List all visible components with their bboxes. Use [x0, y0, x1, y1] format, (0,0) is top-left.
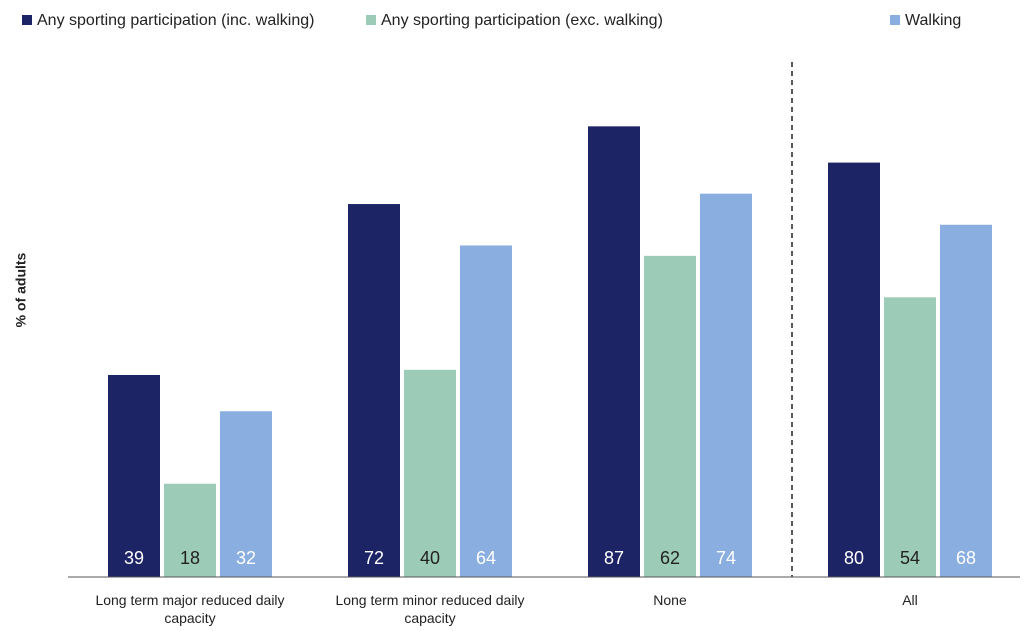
- x-tick-label: Long term major reduced daily capacity: [95, 592, 285, 626]
- data-label: 64: [476, 548, 496, 568]
- bar: [940, 224, 992, 577]
- data-label: 87: [604, 548, 624, 568]
- bar: [404, 369, 456, 577]
- bar: [348, 204, 400, 578]
- legend-label: Walking: [905, 12, 961, 29]
- bar: [884, 297, 936, 577]
- x-tick-label: Long term minor reduced daily capacity: [335, 592, 525, 626]
- bar: [828, 162, 880, 577]
- data-label: 80: [844, 548, 864, 568]
- x-tick-label: All: [902, 592, 918, 608]
- data-label: 39: [124, 548, 144, 568]
- data-label: 18: [180, 548, 200, 568]
- legend-swatch: [366, 15, 376, 25]
- bar: [460, 245, 512, 578]
- bar: [220, 411, 272, 577]
- legend-swatch: [22, 15, 32, 25]
- data-label: 40: [420, 548, 440, 568]
- data-label: 54: [900, 548, 920, 568]
- legend-label: Any sporting participation (exc. walking…: [381, 12, 663, 29]
- data-label: 72: [364, 548, 384, 568]
- bar: [108, 374, 160, 577]
- bar: [588, 126, 640, 577]
- bar: [164, 483, 216, 577]
- bar: [644, 255, 696, 577]
- y-axis-title: % of adults: [13, 252, 29, 327]
- x-tick-label: None: [653, 592, 687, 608]
- legend-label: Any sporting participation (inc. walking…: [37, 12, 314, 29]
- data-label: 74: [716, 548, 736, 568]
- bar: [700, 193, 752, 577]
- data-label: 68: [956, 548, 976, 568]
- legend-swatch: [890, 15, 900, 25]
- data-label: 32: [236, 548, 256, 568]
- data-label: 62: [660, 548, 680, 568]
